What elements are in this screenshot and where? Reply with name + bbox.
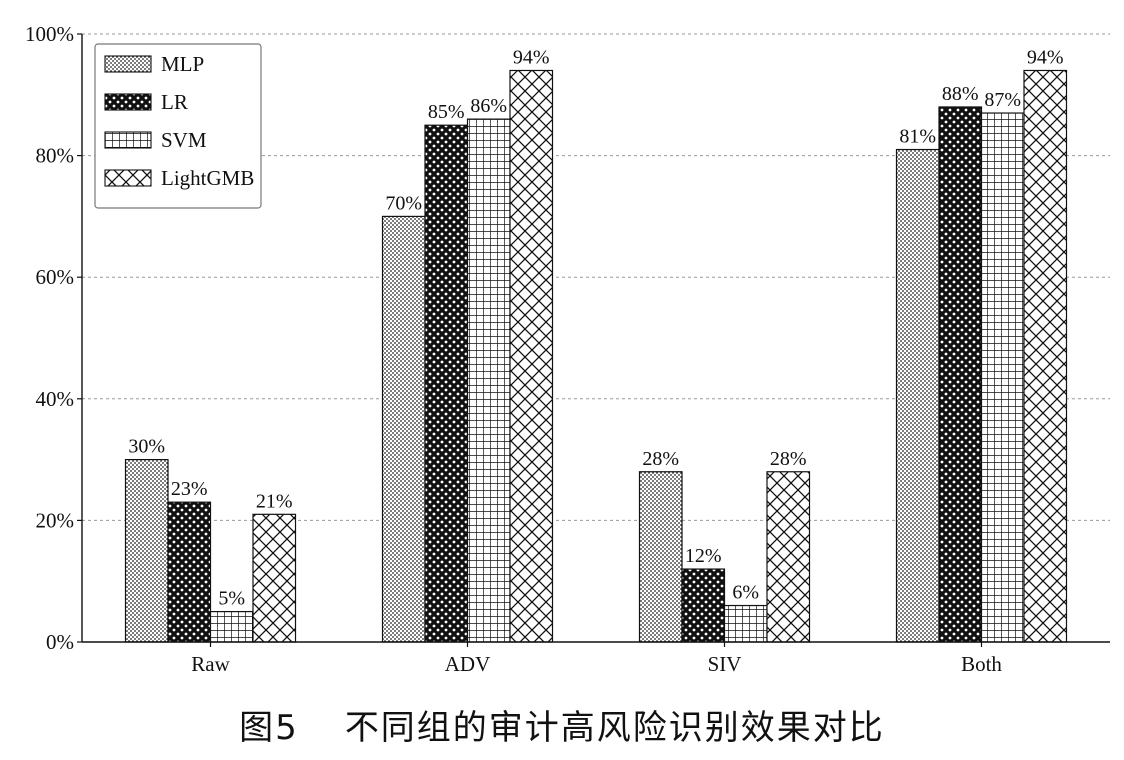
data-label: 23%: [171, 478, 208, 500]
legend-label: SVM: [161, 128, 207, 152]
data-label: 94%: [1027, 46, 1064, 68]
figure-caption: 图5 不同组的审计高风险识别效果对比: [0, 700, 1124, 749]
data-label: 94%: [513, 46, 550, 68]
bar-lightgmb-both: [1023, 69, 1068, 643]
figure-caption-text: 不同组的审计高风险识别效果对比: [344, 708, 885, 748]
y-tick-label: 60%: [36, 265, 75, 289]
legend-swatch-lr: [104, 93, 152, 111]
bar-svm-raw: [209, 610, 254, 643]
bar-svm-siv: [723, 604, 768, 643]
legend-swatch-svm: [104, 131, 152, 149]
legend-swatch-mlp: [104, 55, 152, 73]
x-tick-label: Raw: [191, 652, 230, 676]
y-tick-label: 80%: [36, 144, 75, 168]
x-tick-label: ADV: [445, 652, 491, 676]
legend-label: MLP: [161, 52, 204, 76]
bar-svm-both: [980, 112, 1025, 643]
x-tick-label: Both: [961, 652, 1002, 676]
bar-lr-both: [938, 106, 983, 643]
bar-mlp-adv: [381, 215, 426, 643]
data-label: 12%: [685, 545, 722, 567]
data-label: 85%: [428, 101, 465, 123]
legend-label: LightGMB: [161, 166, 254, 190]
data-label: 30%: [128, 436, 165, 458]
y-tick-label: 40%: [36, 387, 75, 411]
figure-number: 图5: [239, 708, 299, 748]
data-label: 86%: [470, 95, 507, 117]
bar-mlp-raw: [124, 459, 169, 643]
x-axis: Raw ADV SIV Both: [82, 641, 1110, 676]
legend: MLP LR SVM LightGMB: [94, 43, 262, 209]
bar-lightgmb-raw: [252, 513, 297, 643]
legend-swatch-lightgmb: [104, 169, 152, 187]
bars: [124, 69, 1068, 643]
data-label: 5%: [218, 588, 245, 610]
bar-lr-raw: [167, 501, 212, 643]
data-label: 21%: [256, 490, 293, 512]
legend-box: [94, 43, 262, 209]
y-tick-label: 100%: [25, 22, 74, 46]
data-label: 28%: [642, 448, 679, 470]
data-labels: 30% 23% 5% 21% 70% 85% 86% 94% 28% 12% 6% 28% 81% 88%…: [128, 46, 1063, 609]
data-label: 87%: [984, 89, 1021, 111]
data-label: 28%: [770, 448, 807, 470]
data-label: 88%: [942, 83, 979, 105]
bar-mlp-siv: [638, 471, 683, 643]
y-axis: 0% 20% 40% 60% 80% 100%: [25, 22, 83, 654]
data-label: 70%: [385, 192, 422, 214]
data-label: 6%: [732, 582, 759, 604]
bar-lightgmb-adv: [509, 69, 554, 643]
bar-mlp-both: [895, 148, 940, 643]
x-tick-label: SIV: [708, 652, 742, 676]
y-tick-label: 20%: [36, 508, 75, 532]
bar-chart: 0% 20% 40% 60% 80% 100% 30% 23% 5% 21% 70% 85% 86% 9…: [25, 22, 1110, 676]
bar-lr-adv: [424, 124, 469, 643]
legend-label: LR: [161, 90, 188, 114]
bar-lr-siv: [681, 568, 726, 643]
bar-svm-adv: [466, 118, 511, 643]
y-tick-label: 0%: [46, 630, 74, 654]
bar-lightgmb-siv: [766, 471, 811, 643]
data-label: 81%: [899, 126, 936, 148]
